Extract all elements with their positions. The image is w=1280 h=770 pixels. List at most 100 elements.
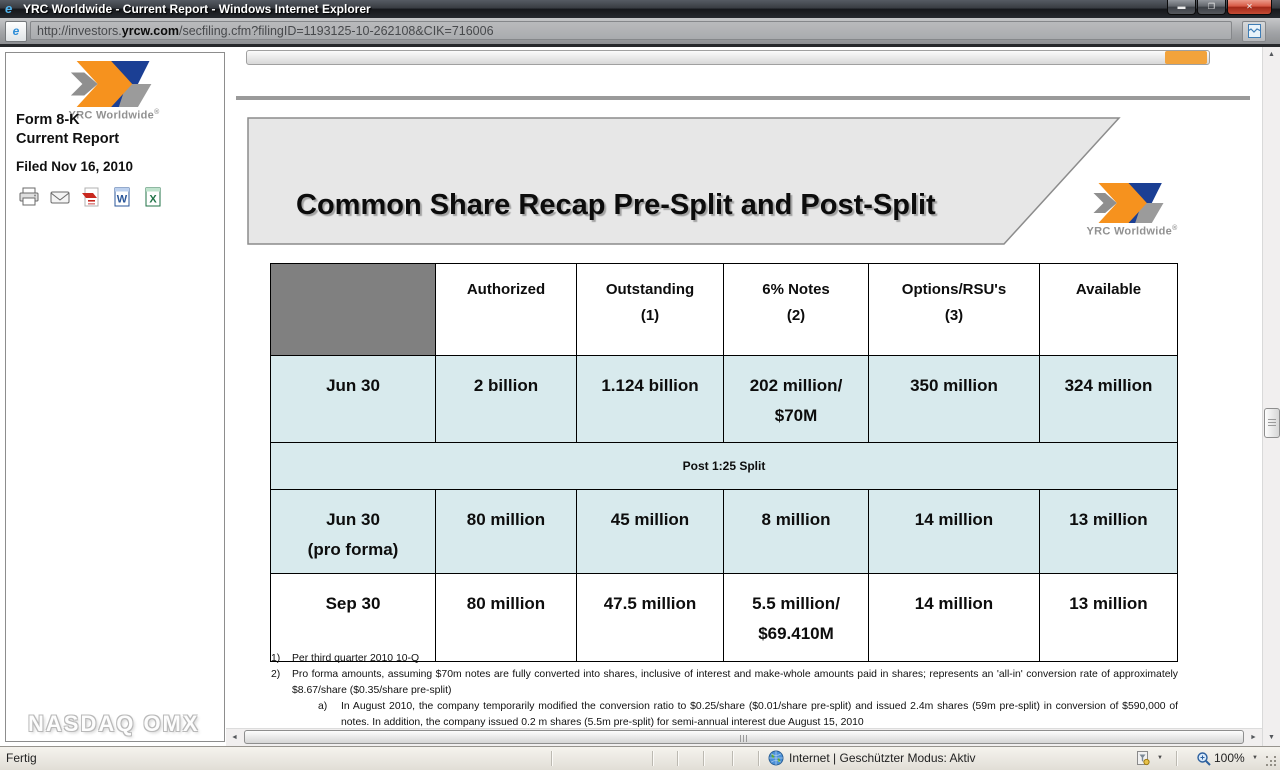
horizontal-scrollbar[interactable]: ◄ ► <box>226 728 1262 746</box>
close-button[interactable]: ✕ <box>1227 0 1272 15</box>
share-recap-table: Authorized Outstanding (1) 6% Notes (2) Op… <box>270 263 1178 662</box>
header-cell-options: Options/RSU's (3) <box>868 263 1040 356</box>
svg-text:W: W <box>117 194 128 206</box>
header-cell-notes: 6% Notes (2) <box>723 263 869 356</box>
status-separator <box>551 751 553 766</box>
divider-rule <box>236 96 1250 100</box>
filed-date: Filed Nov 16, 2010 <box>16 159 134 174</box>
filter-dropdown-icon[interactable]: ▼ <box>1157 755 1163 761</box>
security-zone-text: Internet | Geschützter Modus: Aktiv <box>789 751 976 765</box>
header-cell-authorized: Authorized <box>435 263 577 356</box>
url-domain: yrcw.com <box>121 24 179 38</box>
vertical-scroll-thumb[interactable] <box>1264 408 1280 438</box>
pdf-icon[interactable] <box>80 187 102 207</box>
registered-mark: ® <box>154 109 160 116</box>
excel-icon[interactable]: X <box>142 187 164 207</box>
table-cell: 1.124 billion <box>576 355 724 443</box>
footnote-2a: a) In August 2010, the company temporari… <box>318 701 1178 728</box>
resize-grip[interactable] <box>1266 756 1268 758</box>
svg-text:X: X <box>149 194 157 206</box>
table-cell: 14 million <box>868 489 1040 574</box>
address-bar: e http://investors.yrcw.com/secfiling.cf… <box>0 18 1280 47</box>
table-cell: 14 million <box>868 573 1040 662</box>
registered-mark: ® <box>1172 225 1178 232</box>
status-separator <box>1176 751 1178 766</box>
yrc-worldwide-logo <box>1093 183 1169 223</box>
table-row-sep30: Sep 30 80 million 47.5 million 5.5 milli… <box>270 573 1178 662</box>
table-cell: 45 million <box>576 489 724 574</box>
table-cell: 202 million/$70M <box>723 355 869 443</box>
address-input[interactable]: http://investors.yrcw.com/secfiling.cfm?… <box>30 21 1232 40</box>
header-cell-available: Available <box>1039 263 1178 356</box>
zoom-level[interactable]: 100% <box>1214 751 1245 765</box>
scroll-left-icon[interactable]: ◄ <box>231 734 238 741</box>
slide-title: Common Share Recap Pre-Split and Post-Sp… <box>296 189 936 221</box>
split-row-label: Post 1:25 Split <box>270 442 1178 490</box>
url-prefix: http://investors. <box>37 24 122 38</box>
table-cell: 13 million <box>1039 573 1178 662</box>
email-icon[interactable] <box>49 187 71 207</box>
header-cell-blank <box>270 263 436 356</box>
compatibility-view-button[interactable] <box>1242 21 1266 42</box>
form-type: Form 8-K <box>16 112 80 128</box>
table-split-row: Post 1:25 Split <box>270 442 1178 490</box>
status-separator <box>677 751 679 766</box>
footnotes: 1) Per third quarter 2010 10-Q 2) Pro fo… <box>271 651 1178 731</box>
table-cell: 2 billion <box>435 355 577 443</box>
status-text: Fertig <box>6 751 37 765</box>
scroll-right-icon[interactable]: ► <box>1250 734 1257 741</box>
status-separator <box>703 751 705 766</box>
status-separator <box>732 751 734 766</box>
table-header-row: Authorized Outstanding (1) 6% Notes (2) Op… <box>270 263 1178 356</box>
status-separator <box>652 751 654 766</box>
vertical-scrollbar[interactable]: ▲ ▼ <box>1262 47 1280 746</box>
viewer-scroll-indicator <box>1165 51 1207 64</box>
filing-sidebar: YRC Worldwide® Form 8-K Current Report F… <box>5 52 225 742</box>
row-label: Jun 30 <box>270 355 436 443</box>
table-cell: 350 million <box>868 355 1040 443</box>
restore-button[interactable]: ❐ <box>1197 0 1226 15</box>
yrc-brand-text: YRC Worldwide® <box>1086 225 1178 238</box>
scroll-up-icon[interactable]: ▲ <box>1268 51 1275 58</box>
yrc-brand-text: YRC Worldwide® <box>68 109 160 122</box>
table-row-jun30-proforma: Jun 30 (pro forma) 80 million 45 million … <box>270 489 1178 574</box>
title-bar: e YRC Worldwide - Current Report - Windo… <box>0 0 1280 18</box>
internet-zone-icon <box>768 750 784 769</box>
word-icon[interactable]: W <box>111 187 133 207</box>
nasdaq-omx-logo: NASDAQ OMX <box>28 711 200 736</box>
url-path: /secfiling.cfm?filingID=1193125-10-26210… <box>178 24 494 38</box>
horizontal-scroll-thumb[interactable] <box>244 730 1244 744</box>
yrc-worldwide-logo <box>70 61 158 107</box>
scroll-down-icon[interactable]: ▼ <box>1268 734 1275 741</box>
broken-page-icon <box>1247 24 1261 38</box>
minimize-button[interactable]: ▬ <box>1167 0 1196 15</box>
table-cell: 80 million <box>435 573 577 662</box>
window-controls: ▬ ❐ ✕ <box>1167 0 1272 15</box>
table-cell: 80 million <box>435 489 577 574</box>
zoom-dropdown-icon[interactable]: ▼ <box>1252 755 1258 761</box>
table-cell: 324 million <box>1039 355 1178 443</box>
zoom-icon[interactable] <box>1196 751 1212 770</box>
report-type: Current Report <box>16 131 120 147</box>
row-label: Jun 30 (pro forma) <box>270 489 436 574</box>
footnote-1: 1) Per third quarter 2010 10-Q <box>271 653 420 664</box>
page-favicon-icon: e <box>5 21 27 42</box>
inprivate-filter-icon[interactable] <box>1136 751 1150 769</box>
row-label: Sep 30 <box>270 573 436 662</box>
horizontal-scroll-track[interactable] <box>243 729 1245 746</box>
table-cell: 47.5 million <box>576 573 724 662</box>
page-content: YRC Worldwide® Form 8-K Current Report F… <box>0 47 1280 746</box>
window-title: YRC Worldwide - Current Report - Windows… <box>23 2 371 16</box>
status-bar: Fertig Internet | Geschützter Modus: Akt… <box>0 746 1280 770</box>
status-separator <box>758 751 760 766</box>
viewer-top-scrollbar[interactable] <box>246 50 1210 65</box>
slide-title-banner <box>247 117 1121 245</box>
print-icon[interactable] <box>18 187 40 207</box>
ie-logo-icon: e <box>5 1 13 16</box>
document-actions: W X <box>18 187 164 207</box>
table-row-jun30: Jun 30 2 billion 1.124 billion 202 milli… <box>270 355 1178 443</box>
header-cell-outstanding: Outstanding (1) <box>576 263 724 356</box>
table-cell: 13 million <box>1039 489 1178 574</box>
footnote-2: 2) Pro forma amounts, assuming $70m note… <box>271 669 1178 696</box>
